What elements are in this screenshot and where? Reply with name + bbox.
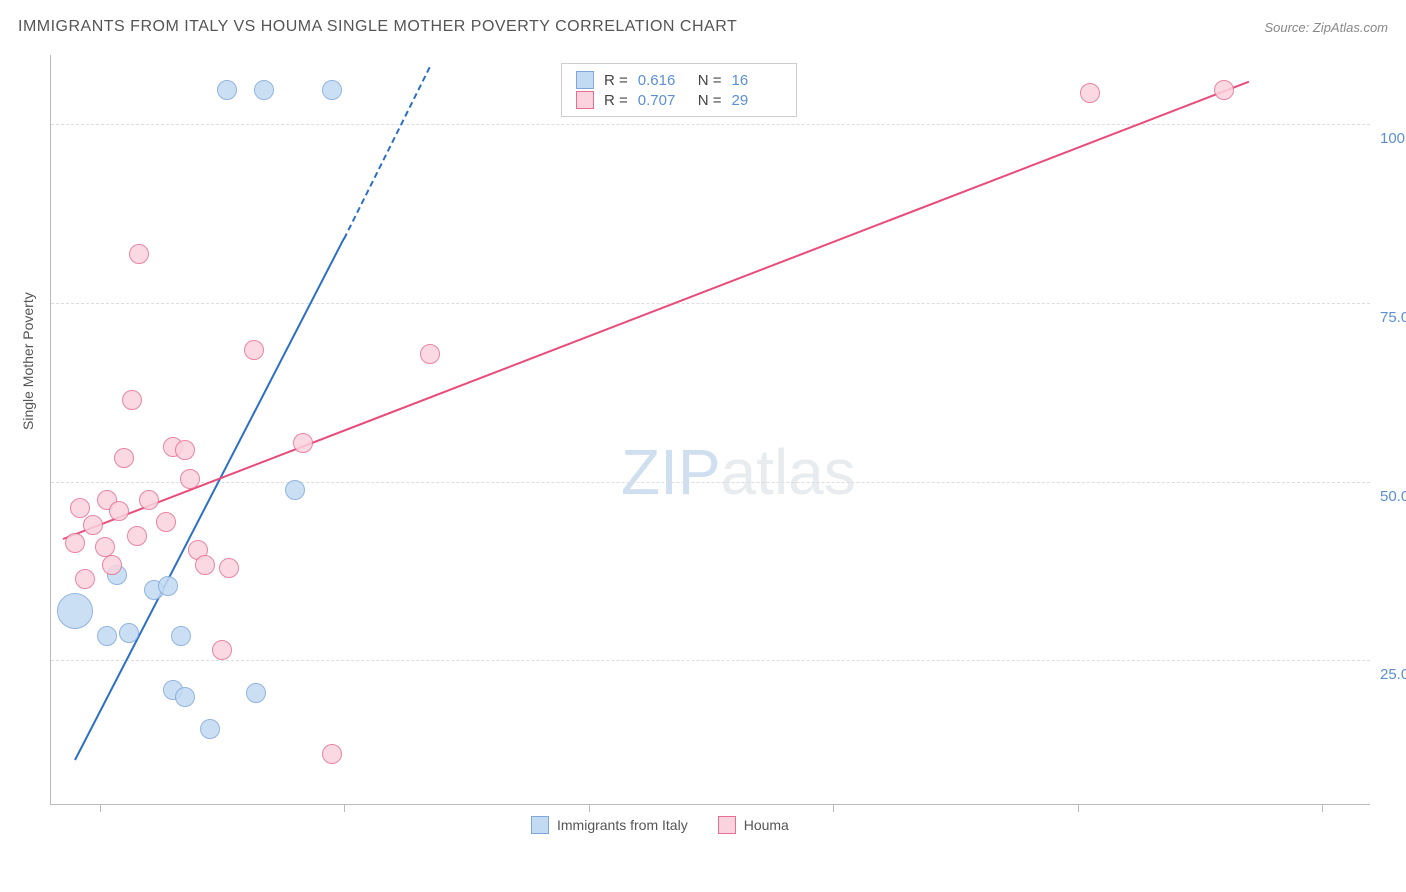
scatter-point — [129, 244, 149, 264]
scatter-point — [122, 390, 142, 410]
scatter-point — [244, 340, 264, 360]
x-tick — [833, 804, 834, 812]
scatter-point — [219, 558, 239, 578]
scatter-point — [102, 555, 122, 575]
legend-chip-houma — [576, 91, 594, 109]
x-tick — [589, 804, 590, 812]
scatter-point — [195, 555, 215, 575]
scatter-point — [83, 515, 103, 535]
scatter-point — [175, 687, 195, 707]
y-tick-label: 50.0% — [1380, 488, 1406, 505]
legend-stats-row: R = 0.616 N = 16 — [576, 71, 782, 89]
y-tick-label: 100.0% — [1380, 130, 1406, 147]
source-label: Source: ZipAtlas.com — [1264, 20, 1388, 35]
x-tick — [100, 804, 101, 812]
scatter-point — [97, 626, 117, 646]
legend-item-houma: Houma — [718, 816, 789, 834]
trend-line — [343, 67, 430, 239]
scatter-point — [156, 512, 176, 532]
scatter-point — [127, 526, 147, 546]
gridline — [51, 124, 1370, 125]
y-tick-label: 25.0% — [1380, 666, 1406, 683]
x-tick — [1322, 804, 1323, 812]
scatter-point — [420, 344, 440, 364]
legend-item-italy: Immigrants from Italy — [531, 816, 688, 834]
legend-bottom: Immigrants from Italy Houma — [531, 816, 789, 834]
scatter-point — [322, 744, 342, 764]
y-tick-label: 75.0% — [1380, 309, 1406, 326]
legend-chip-italy — [531, 816, 549, 834]
scatter-point — [217, 80, 237, 100]
legend-stats: R = 0.616 N = 16 R = 0.707 N = 29 — [561, 63, 797, 117]
chart-title: IMMIGRANTS FROM ITALY VS HOUMA SINGLE MO… — [18, 18, 737, 36]
scatter-point — [70, 498, 90, 518]
scatter-point — [200, 719, 220, 739]
x-tick — [344, 804, 345, 812]
scatter-point — [1214, 80, 1234, 100]
gridline — [51, 660, 1370, 661]
x-tick — [1078, 804, 1079, 812]
scatter-point — [1080, 83, 1100, 103]
scatter-point — [109, 501, 129, 521]
scatter-point — [285, 480, 305, 500]
scatter-point — [171, 626, 191, 646]
legend-stats-row: R = 0.707 N = 29 — [576, 91, 782, 109]
legend-chip-houma — [718, 816, 736, 834]
scatter-point — [180, 469, 200, 489]
scatter-point — [65, 533, 85, 553]
scatter-point — [75, 569, 95, 589]
scatter-point — [322, 80, 342, 100]
scatter-point — [119, 623, 139, 643]
scatter-point — [57, 593, 93, 629]
legend-chip-italy — [576, 71, 594, 89]
scatter-point — [114, 448, 134, 468]
gridline — [51, 482, 1370, 483]
scatter-point — [175, 440, 195, 460]
title-bar: IMMIGRANTS FROM ITALY VS HOUMA SINGLE MO… — [18, 18, 1388, 36]
scatter-point — [139, 490, 159, 510]
scatter-point — [254, 80, 274, 100]
plot-area: ZIPatlas R = 0.616 N = 16 R = 0.707 N = … — [50, 55, 1370, 805]
gridline — [51, 303, 1370, 304]
trend-line — [63, 81, 1249, 540]
scatter-point — [212, 640, 232, 660]
scatter-point — [293, 433, 313, 453]
scatter-point — [246, 683, 266, 703]
scatter-point — [158, 576, 178, 596]
y-axis-label: Single Mother Poverty — [20, 292, 36, 430]
watermark: ZIPatlas — [621, 435, 856, 509]
